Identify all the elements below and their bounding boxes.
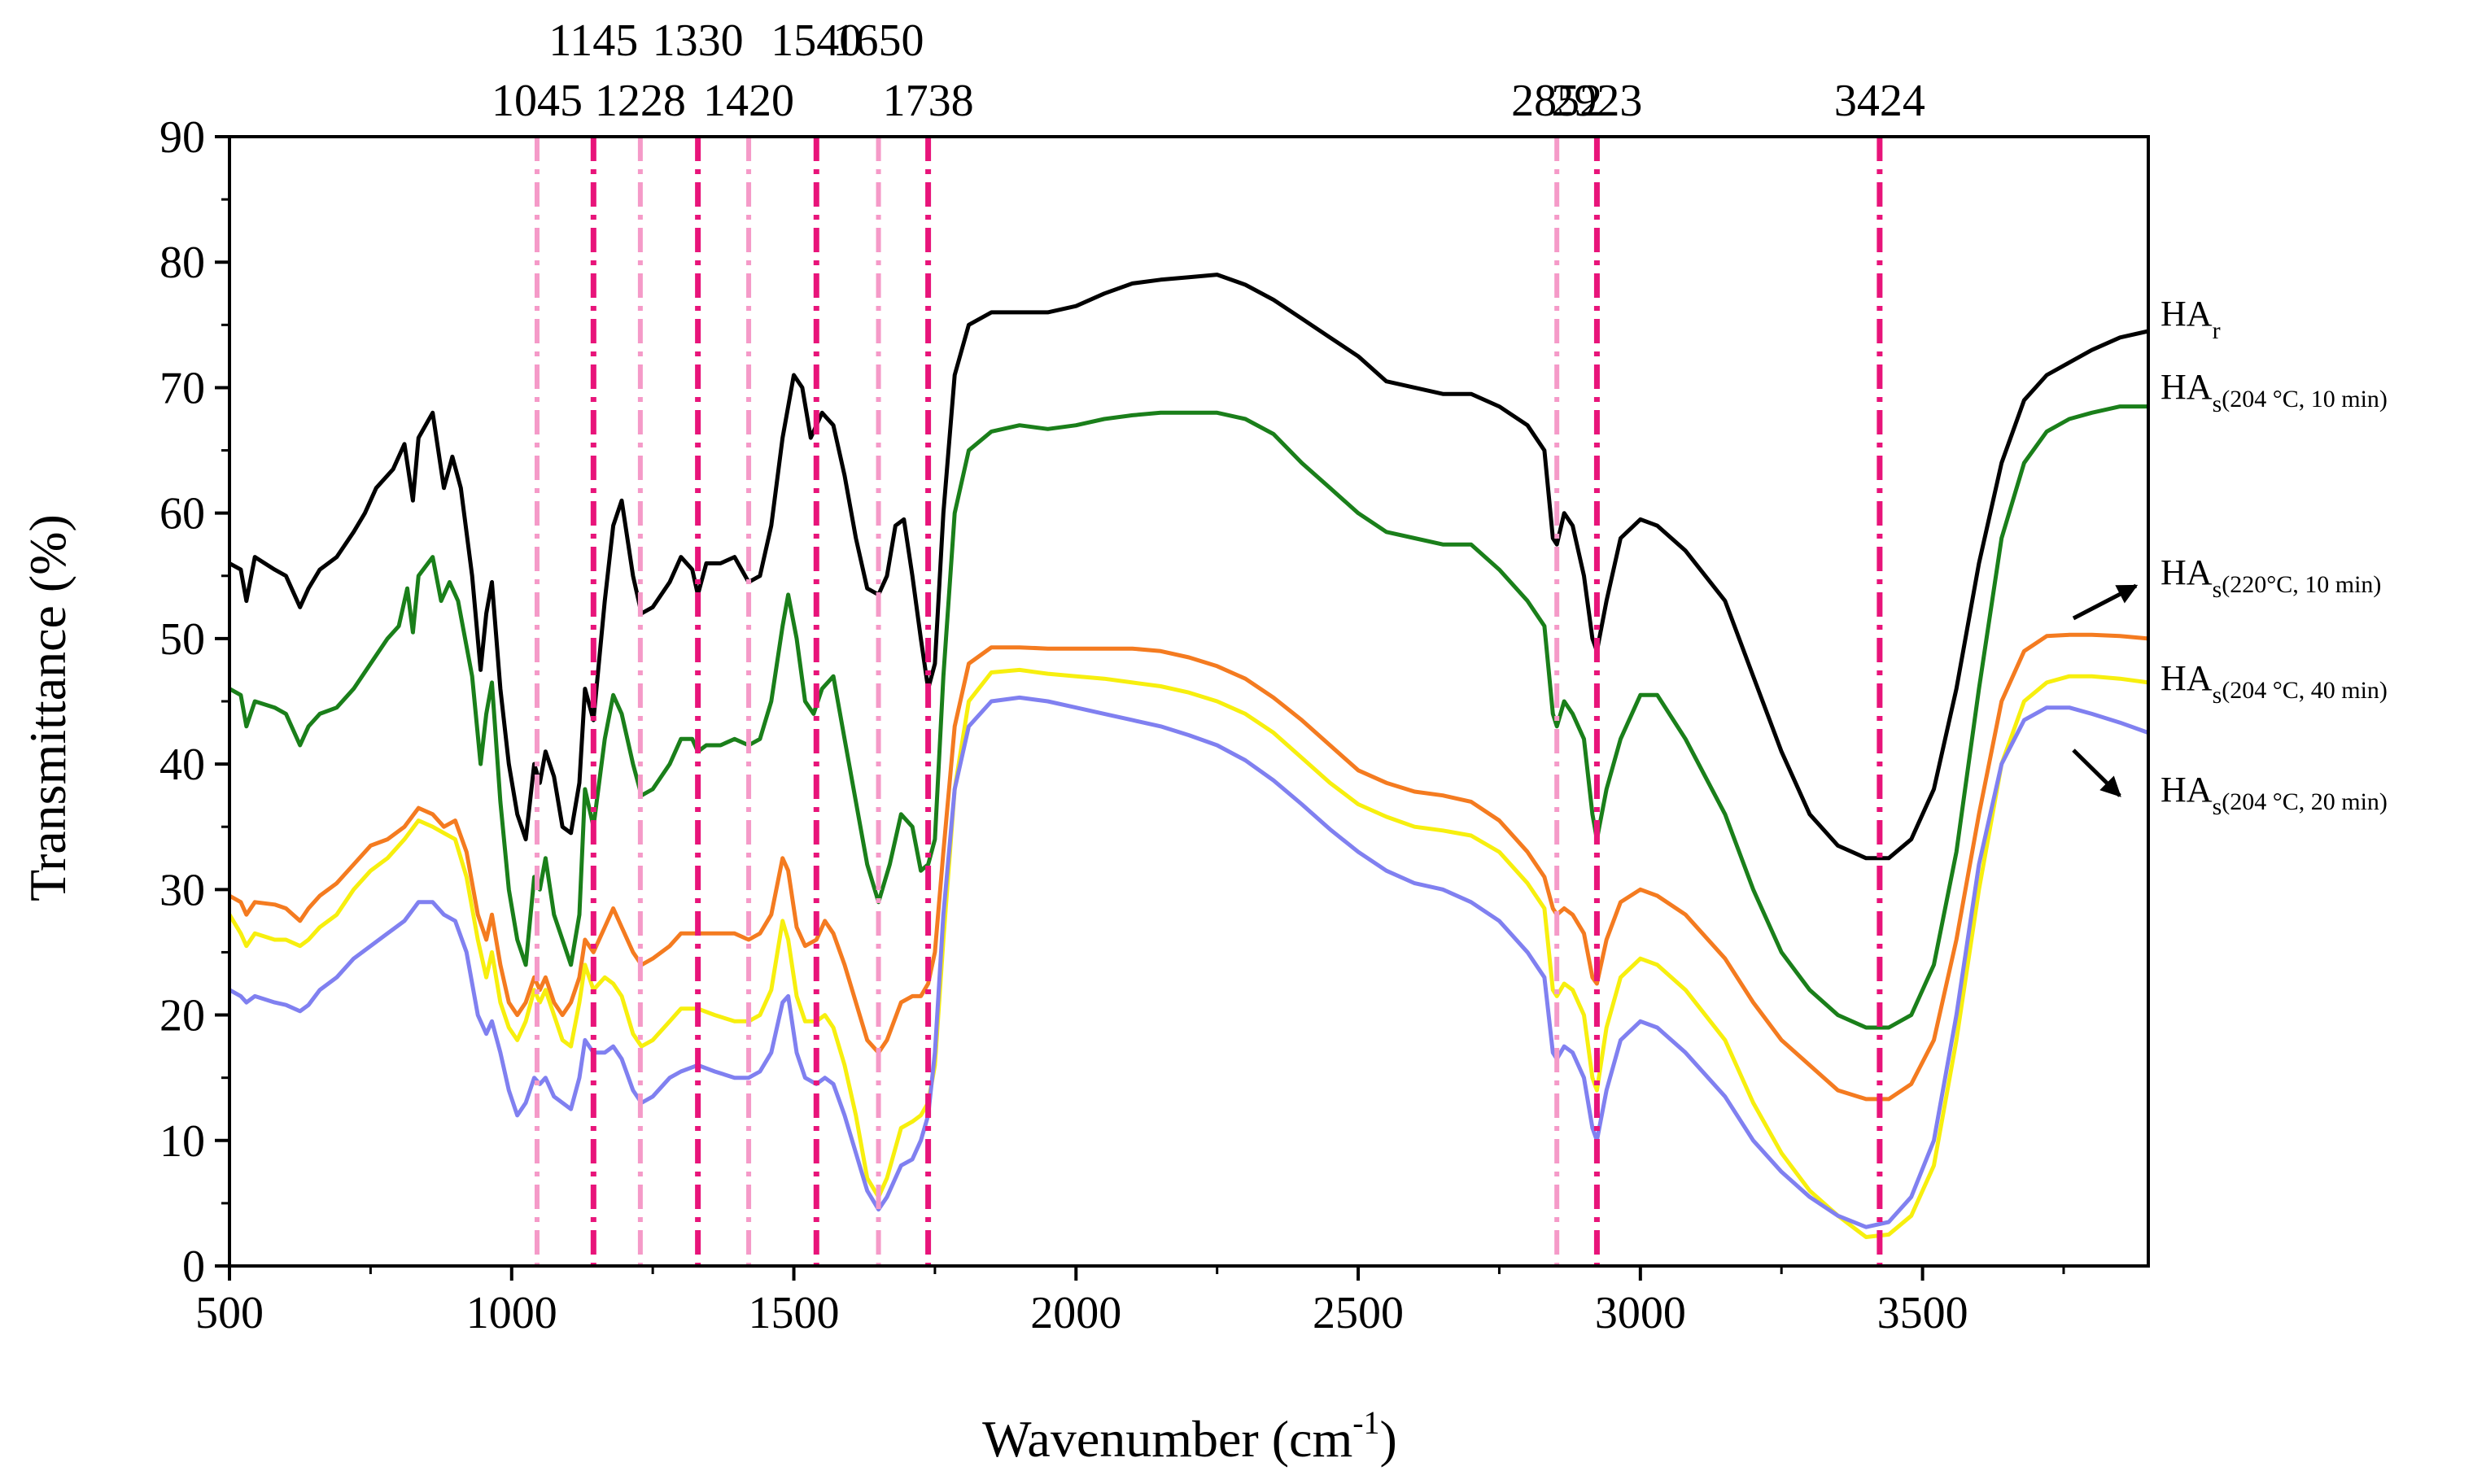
x-axis-title-close: ) [1380,1410,1397,1468]
y-tick-label-50: 50 [159,614,205,665]
legend-label-sub: s [2213,682,2222,709]
y-axis-title: Transmittance (%) [19,514,76,901]
legend-label-1: HAr [2161,294,2221,344]
legend-item-3: HAs(220°C, 10 min) [2161,552,2381,603]
peak-label-3424: 3424 [1834,76,1925,126]
legend-label-main: HA [2161,658,2213,698]
peak-label-1045: 1045 [492,76,583,126]
y-tick-label-10: 10 [159,1116,205,1167]
peak-label-1650: 1650 [833,15,924,66]
x-tick-label-2500: 2500 [1313,1288,1404,1338]
legend-label-2: HAs(204 °C, 10 min) [2161,367,2388,417]
x-tick-label-3500: 3500 [1877,1288,1968,1338]
legend-label-4: HAs(204 °C, 40 min) [2161,658,2388,709]
x-tick-label-500: 500 [195,1288,264,1338]
x-axis-title-text: Wavenumber (cm [982,1410,1352,1468]
peak-label-1738: 1738 [883,76,974,126]
legend-label-condition: (204 °C, 10 min) [2222,386,2388,412]
x-tick-label-3000: 3000 [1595,1288,1686,1338]
series-line-1 [228,273,2149,861]
legend-item-2: HAs(204 °C, 10 min) [2161,367,2388,417]
legend-item-4: HAs(204 °C, 40 min) [2161,658,2388,709]
legend-label-sub: s [2213,391,2222,417]
y-tick-label-70: 70 [159,363,205,413]
y-tick-label-20: 20 [159,991,205,1041]
series-line-4 [227,667,2149,1239]
peak-label-1540: 1540 [771,15,862,66]
legend-label-main: HA [2161,294,2213,334]
legend-item-5: HAs(204 °C, 20 min) [2161,770,2388,820]
y-tick-label-0: 0 [182,1242,205,1292]
legend-label-5: HAs(204 °C, 20 min) [2161,770,2388,820]
y-tick-label-90: 90 [159,112,205,163]
peak-label-2923: 2923 [1551,76,1642,126]
peak-label-1145: 1145 [548,15,638,66]
legend-label-sub: s [2213,793,2222,820]
y-tick-label-60: 60 [159,489,205,539]
legend-label-condition: (220°C, 10 min) [2222,571,2381,598]
legend-arrow-up [2072,583,2139,621]
legend-arrow-down [2072,749,2121,797]
peak-label-1330: 1330 [653,15,744,66]
x-tick-label-2000: 2000 [1030,1288,1121,1338]
peak-label-1228: 1228 [595,76,686,126]
x-tick-label-1500: 1500 [749,1288,840,1338]
legend-label-main: HA [2161,367,2213,407]
peak-label-1420: 1420 [703,76,794,126]
legend-label-main: HA [2161,770,2213,810]
series-line-5 [228,695,2149,1229]
legend-item-1: HAr [2161,294,2221,344]
x-axis-title-sup: -1 [1352,1404,1379,1441]
series-line-2 [228,404,2148,1030]
x-tick-label-1000: 1000 [466,1288,557,1338]
x-axis-title: Wavenumber (cm-1) [982,1404,1397,1468]
y-tick-label-40: 40 [159,740,205,790]
y-tick-label-80: 80 [159,238,205,288]
y-tick-label-30: 30 [159,865,205,915]
legend-label-condition: (204 °C, 40 min) [2222,677,2388,704]
series-line-3 [228,632,2149,1102]
axis-ticks: 500 1000 1500 2000 2500 3000 3500 0 10 20 30 40 50 60… [159,112,2065,1338]
peak-label-2852: 2852 [1511,76,1602,126]
legend-label-condition: (204 °C, 20 min) [2222,788,2388,815]
legend-label-main: HA [2161,552,2213,592]
legend-label-sub: r [2213,317,2221,344]
legend-label-3: HAs(220°C, 10 min) [2161,552,2381,603]
legend-label-sub: s [2213,576,2222,603]
series-layer [227,273,2149,1239]
